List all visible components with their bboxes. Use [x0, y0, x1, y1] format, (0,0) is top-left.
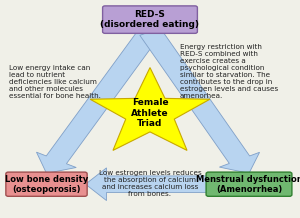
Text: Low energy intake can
lead to nutrient
deficiencies like calcium
and other molec: Low energy intake can lead to nutrient d…: [9, 65, 101, 99]
Text: Female
Athlete
Triad: Female Athlete Triad: [131, 99, 169, 128]
FancyBboxPatch shape: [206, 172, 292, 196]
Polygon shape: [85, 168, 210, 201]
Text: Energy restriction with
RED-S combined with
exercise creates a
psychological con: Energy restriction with RED-S combined w…: [180, 44, 278, 99]
FancyBboxPatch shape: [103, 6, 197, 33]
Text: Low bone density
(osteoporosis): Low bone density (osteoporosis): [5, 175, 88, 194]
Text: RED-S
(disordered eating): RED-S (disordered eating): [100, 10, 200, 29]
Text: Menstrual dysfunction
(Amenorrhea): Menstrual dysfunction (Amenorrhea): [196, 175, 300, 194]
Polygon shape: [90, 68, 210, 150]
Polygon shape: [37, 28, 160, 173]
Polygon shape: [140, 28, 260, 173]
Text: Low estrogen levels reduces
the absorption of calcium
and increases calcium loss: Low estrogen levels reduces the absorpti…: [99, 170, 201, 197]
FancyBboxPatch shape: [6, 172, 87, 196]
